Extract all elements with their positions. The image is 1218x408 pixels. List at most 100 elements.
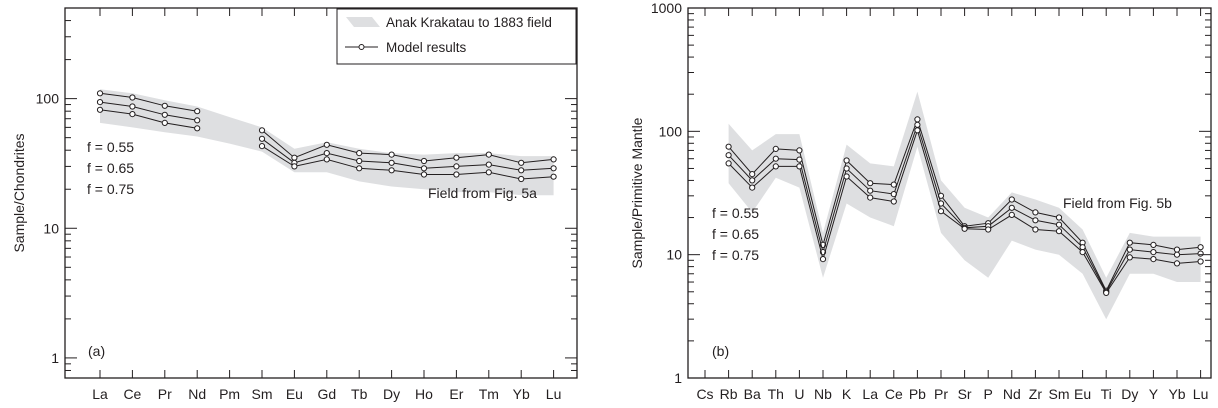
panel-b-f-label-2: f = 0.65 (712, 226, 759, 242)
panel-b-x-axis: Cs Rb Ba Th U Nb K La Ce Pb Pr Sr P Nd Zr Sm Eu Ti Dy Y Yb Lu (696, 8, 1208, 402)
panel-a-y-axis: 1 10 100 (36, 7, 577, 379)
series-point (485, 151, 492, 158)
panel-b-y-axis-title: Sample/Primitive Mantle (629, 117, 645, 268)
panel-a-f-label-3: f = 0.75 (87, 181, 134, 197)
x-tick-label: Dy (383, 386, 400, 402)
panel-b-f-label-1: f = 0.55 (712, 205, 759, 221)
series-point (1150, 241, 1157, 248)
series-point (356, 157, 363, 165)
series-point (1079, 249, 1086, 256)
field-area (728, 91, 1201, 320)
series-point (485, 169, 492, 176)
series-point (291, 154, 298, 161)
legend-field-label: Anak Krakatau to 1883 field (386, 15, 552, 30)
series-line (261, 145, 554, 180)
x-tick-label: Tb (351, 386, 368, 402)
panel-a-y-axis-title: Sample/Chondrites (11, 133, 27, 252)
series-point (867, 180, 874, 187)
x-tick-label: Tm (479, 386, 499, 402)
series-point (985, 226, 992, 233)
panel-a-chart: 1 10 100 La Ce Pr Nd Pm Sm Eu Gd Tb Dy Ho Er Tm Yb Lu Sa… (11, 7, 578, 402)
series-point (96, 99, 104, 106)
series-point (323, 141, 330, 148)
x-tick-label: Sr (958, 386, 972, 402)
series-point (796, 163, 803, 170)
x-tick-label: Y (1149, 386, 1159, 402)
series-point (161, 111, 168, 118)
legend-field-swatch (346, 17, 380, 27)
series-point (867, 194, 874, 201)
series-point (725, 143, 732, 150)
series-point (258, 143, 266, 150)
x-tick-label: Yb (1168, 386, 1185, 402)
series-point (420, 157, 428, 165)
panel-b-label: (b) (712, 343, 729, 359)
series-point (1150, 249, 1157, 256)
series-point (819, 256, 827, 263)
series-point (914, 116, 921, 123)
series-point (1126, 239, 1133, 246)
x-tick-label: Ce (123, 386, 141, 402)
series-point (453, 171, 460, 178)
series-line (261, 129, 554, 164)
series-point (843, 157, 850, 164)
x-tick-label: K (842, 386, 852, 402)
series-point (388, 151, 395, 158)
series-point (843, 165, 850, 172)
series-point (749, 184, 756, 191)
x-tick-label: P (984, 386, 993, 402)
legend-model-marker (358, 44, 365, 50)
series-point (194, 125, 201, 132)
y-tick-label: 10 (666, 247, 682, 263)
panel-a-frame (64, 7, 578, 379)
y-tick-label: 1 (674, 370, 682, 386)
series-point (1032, 217, 1039, 224)
series-point (725, 152, 732, 159)
x-tick-label: Rb (720, 386, 738, 402)
series-point (867, 187, 874, 194)
series-point (129, 94, 136, 101)
series-point (890, 181, 897, 188)
series-point (1055, 221, 1063, 228)
series-line (99, 109, 198, 129)
panel-a-series-layer (96, 90, 557, 183)
series-point (518, 167, 525, 174)
series-point (518, 175, 525, 183)
series-point (129, 103, 136, 110)
x-tick-label: U (794, 386, 804, 402)
series-point (1150, 256, 1157, 263)
series-line (99, 101, 198, 121)
series-point (1032, 209, 1039, 216)
series-point (1103, 289, 1110, 296)
x-tick-label: Cs (696, 386, 713, 402)
x-tick-label: La (92, 386, 108, 402)
legend-model-label: Model results (386, 40, 467, 55)
series-point (1197, 250, 1204, 257)
series-point (96, 90, 104, 97)
x-tick-label: Nd (188, 386, 206, 402)
series-point (1126, 254, 1133, 261)
x-tick-label: Pr (934, 386, 948, 402)
series-point (518, 159, 525, 166)
series-point (1173, 251, 1181, 258)
y-tick-label: 1000 (651, 0, 682, 16)
series-point (96, 106, 104, 113)
series-point (550, 173, 557, 180)
x-tick-label: Eu (1074, 386, 1091, 402)
panel-a-legend: Anak Krakatau to 1883 field Model result… (336, 8, 577, 65)
x-tick-label: Nd (1003, 386, 1021, 402)
series-point (772, 155, 779, 162)
x-tick-label: Sm (1049, 386, 1070, 402)
series-point (291, 163, 298, 170)
series-line (261, 138, 554, 171)
series-point (1173, 246, 1181, 253)
series-line (99, 92, 198, 112)
panel-b-f-label-3: f = 0.75 (712, 247, 759, 263)
series-point (453, 163, 460, 170)
panel-b-frame (687, 7, 1212, 379)
series-point (1197, 258, 1204, 265)
series-point (453, 154, 460, 161)
y-tick-label: 100 (36, 91, 60, 107)
series-point (1008, 204, 1015, 211)
